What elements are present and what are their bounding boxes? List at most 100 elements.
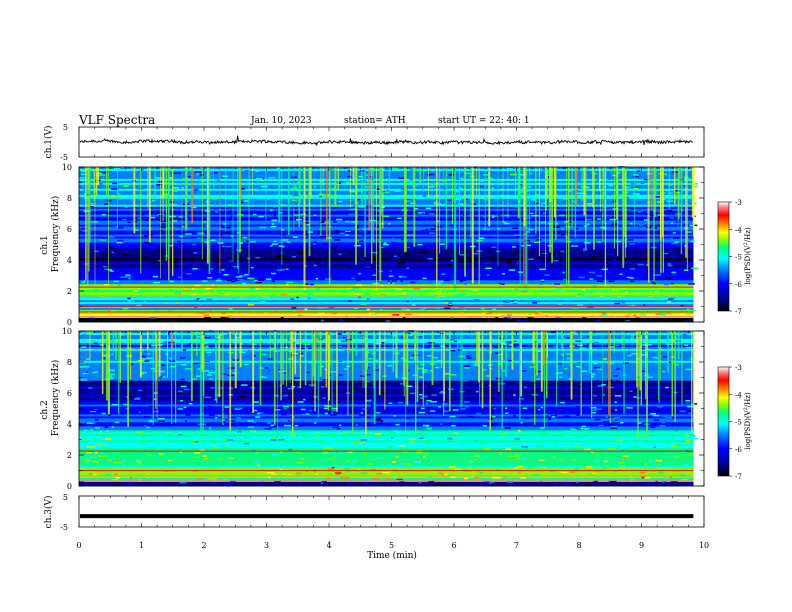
spectrogram-band xyxy=(79,178,694,182)
spectrogram-sferic xyxy=(571,331,573,391)
spectrogram-speckle xyxy=(223,446,228,448)
spectrogram-sferic xyxy=(470,167,472,238)
spectrogram-speckle xyxy=(520,477,526,479)
spectrogram-speckle xyxy=(414,460,419,463)
spectrogram-speckle xyxy=(496,432,499,434)
spectrogram-speckle xyxy=(196,298,200,300)
spectrogram-speckle xyxy=(385,478,390,480)
spectrogram-speckle xyxy=(156,184,163,186)
spectrogram-speckle xyxy=(89,440,93,442)
spectrogram-speckle xyxy=(290,434,296,436)
spectrogram-speckle xyxy=(692,403,698,405)
spectrogram-speckle xyxy=(534,264,538,266)
spectrogram-speckle xyxy=(236,231,240,234)
spectrogram-speckle xyxy=(247,300,250,302)
spectrogram-speckle xyxy=(416,169,423,172)
spectrogram-speckle xyxy=(187,454,191,456)
spectrogram-speckle xyxy=(428,480,431,483)
spectrogram-speckle xyxy=(143,241,151,244)
spectrogram-speckle xyxy=(126,355,133,357)
spectrogram-sferic xyxy=(481,331,483,408)
spectrogram-speckle xyxy=(220,387,224,389)
spectrogram-speckle xyxy=(550,331,556,333)
spectrogram-speckle xyxy=(395,423,400,426)
spectrogram-sferic xyxy=(265,167,267,221)
spectrogram-speckle xyxy=(554,260,558,262)
spectrogram-speckle xyxy=(534,341,538,343)
spectrogram-speckle xyxy=(334,239,341,241)
spectrogram-speckle xyxy=(618,194,625,196)
spectrogram-speckle xyxy=(211,482,218,485)
spectrogram-sferic xyxy=(671,331,673,417)
spectrogram-line xyxy=(79,475,694,477)
spectrogram-speckle xyxy=(119,276,127,278)
spectrogram-speckle xyxy=(295,290,299,293)
spectrogram-speckle xyxy=(614,395,622,397)
spectrogram-speckle xyxy=(568,190,571,193)
spectrogram-speckle xyxy=(410,281,415,284)
spectrogram-speckle xyxy=(665,416,673,419)
spectrogram-speckle xyxy=(338,253,342,255)
spectrogram-speckle xyxy=(108,414,111,416)
spectrogram-speckle xyxy=(337,422,345,425)
spectrogram-speckle xyxy=(152,275,158,278)
spectrogram-speckle xyxy=(81,278,85,280)
spectrogram-speckle xyxy=(399,292,403,294)
spectrogram-speckle xyxy=(408,300,414,302)
spectrogram-speckle xyxy=(575,427,578,430)
spectrogram-speckle xyxy=(518,271,524,273)
spectrogram-speckle xyxy=(639,472,646,474)
spectrogram-sferic xyxy=(557,331,558,382)
spectrogram-speckle xyxy=(291,354,297,356)
spectrogram-sferic xyxy=(443,167,445,183)
spectrogram-sferic xyxy=(278,167,281,223)
spectrogram-speckle xyxy=(156,254,162,256)
spectrogram-sferic xyxy=(545,167,546,270)
spectrogram-speckle xyxy=(409,334,413,337)
spectrogram-speckle xyxy=(191,463,196,466)
spectrogram-speckle xyxy=(297,314,301,317)
spectrogram-speckle xyxy=(335,205,341,207)
spectrogram-speckle xyxy=(169,177,173,179)
spectrogram-speckle xyxy=(356,190,363,192)
spectrogram-band xyxy=(79,312,694,315)
spectrogram-speckle xyxy=(216,409,224,411)
spectrogram-sferic xyxy=(156,331,158,418)
spectrogram-sferic xyxy=(303,167,304,228)
spectrogram-speckle xyxy=(526,207,530,210)
spectrogram-speckle xyxy=(360,417,365,420)
spectrogram-speckle xyxy=(534,312,542,315)
spectrogram-speckle xyxy=(415,184,419,186)
spectrogram-speckle xyxy=(196,375,201,377)
spectrogram-speckle xyxy=(520,421,523,424)
spectrogram-sferic xyxy=(602,167,604,242)
spectrogram-speckle xyxy=(516,218,520,220)
spectrogram-speckle xyxy=(297,484,304,487)
spectrogram-speckle xyxy=(324,278,332,280)
spectrogram-sferic xyxy=(376,167,377,289)
spectrogram-speckle xyxy=(247,420,254,422)
spectrogram-speckle xyxy=(640,344,646,346)
spectrogram-speckle xyxy=(279,212,283,214)
spectrogram-speckle xyxy=(196,251,203,254)
spectrogram-speckle xyxy=(589,278,594,280)
spectrogram-speckle xyxy=(659,236,665,239)
spectrogram-speckle xyxy=(516,319,523,321)
spectrogram-speckle xyxy=(521,484,525,486)
spectrogram-speckle xyxy=(447,428,453,431)
spectrogram-speckle xyxy=(143,350,147,353)
spectrogram-speckle xyxy=(129,476,133,479)
spectrogram-sferic xyxy=(519,167,521,289)
spectrogram-speckle xyxy=(474,235,478,238)
spectrogram-speckle xyxy=(625,396,632,399)
spectrogram-speckle xyxy=(685,368,693,371)
spectrogram-speckle xyxy=(453,198,461,201)
spectrogram-speckle xyxy=(358,296,361,298)
spectrogram-speckle xyxy=(228,400,235,403)
spectrogram-sferic xyxy=(175,331,177,423)
spectrogram-speckle xyxy=(99,344,104,346)
spectrogram-speckle xyxy=(401,285,405,288)
spectrogram-speckle xyxy=(557,372,563,374)
spectrogram-speckle xyxy=(607,362,615,365)
